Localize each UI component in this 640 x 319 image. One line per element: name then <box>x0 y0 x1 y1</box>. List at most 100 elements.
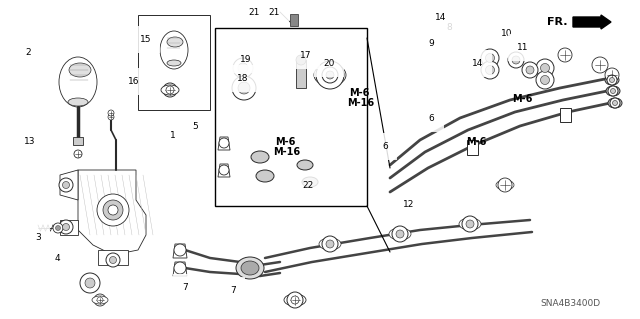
Circle shape <box>85 278 95 288</box>
Ellipse shape <box>284 294 306 306</box>
Text: 2: 2 <box>26 48 31 57</box>
Circle shape <box>592 57 608 73</box>
Polygon shape <box>173 244 187 258</box>
Text: SNA4B3400D: SNA4B3400D <box>540 299 600 308</box>
Text: M-6: M-6 <box>275 137 296 147</box>
Text: 11: 11 <box>517 43 529 52</box>
Ellipse shape <box>160 31 188 69</box>
Circle shape <box>536 59 554 77</box>
Circle shape <box>219 165 229 175</box>
Text: 21: 21 <box>269 8 280 17</box>
Ellipse shape <box>256 170 274 182</box>
Ellipse shape <box>314 64 346 86</box>
Circle shape <box>486 65 495 75</box>
Ellipse shape <box>92 296 108 304</box>
Text: 3: 3 <box>35 233 41 242</box>
Polygon shape <box>173 262 187 276</box>
Circle shape <box>238 63 248 73</box>
Circle shape <box>59 178 73 192</box>
Text: M-16: M-16 <box>273 147 300 157</box>
Circle shape <box>174 244 186 256</box>
Circle shape <box>392 226 408 242</box>
Circle shape <box>466 220 474 228</box>
Circle shape <box>486 54 495 63</box>
Polygon shape <box>78 170 146 255</box>
Text: 15: 15 <box>140 35 151 44</box>
Text: 13: 13 <box>24 137 36 146</box>
Ellipse shape <box>297 160 313 170</box>
Text: 6: 6 <box>383 142 388 151</box>
Text: 7: 7 <box>230 286 236 295</box>
Circle shape <box>94 294 106 306</box>
Text: 18: 18 <box>237 74 248 83</box>
Text: 17: 17 <box>300 51 311 60</box>
Text: 8: 8 <box>446 23 452 32</box>
Text: 22: 22 <box>303 181 314 189</box>
Text: M-6: M-6 <box>466 137 486 147</box>
Ellipse shape <box>161 85 179 95</box>
Circle shape <box>97 194 129 226</box>
Text: 1: 1 <box>170 131 175 140</box>
Text: 16: 16 <box>128 77 140 86</box>
Circle shape <box>80 273 100 293</box>
Circle shape <box>56 226 61 231</box>
Text: 9: 9 <box>429 39 435 48</box>
Polygon shape <box>467 140 478 155</box>
Circle shape <box>174 262 186 274</box>
Circle shape <box>323 68 337 82</box>
Polygon shape <box>290 14 298 26</box>
Text: 21: 21 <box>248 8 260 17</box>
Circle shape <box>611 88 616 93</box>
Circle shape <box>498 178 512 192</box>
Circle shape <box>508 52 524 68</box>
Circle shape <box>481 49 499 67</box>
Circle shape <box>609 78 614 83</box>
Ellipse shape <box>496 180 514 190</box>
Circle shape <box>607 75 617 85</box>
Circle shape <box>326 71 334 79</box>
Text: 12: 12 <box>403 200 415 209</box>
Ellipse shape <box>606 86 620 96</box>
Circle shape <box>608 86 618 96</box>
Circle shape <box>558 48 572 62</box>
Ellipse shape <box>236 257 264 279</box>
Circle shape <box>316 61 344 89</box>
Circle shape <box>541 63 550 72</box>
Circle shape <box>396 230 404 238</box>
Text: 7: 7 <box>182 283 188 292</box>
Circle shape <box>166 86 174 94</box>
Ellipse shape <box>608 98 622 108</box>
Circle shape <box>233 58 253 78</box>
Bar <box>138 15 210 110</box>
Circle shape <box>287 292 303 308</box>
Text: 19: 19 <box>240 56 252 64</box>
Text: M-16: M-16 <box>347 98 374 108</box>
Ellipse shape <box>251 151 269 163</box>
Ellipse shape <box>167 37 183 47</box>
Polygon shape <box>60 170 78 200</box>
Text: 10: 10 <box>500 29 512 38</box>
Circle shape <box>322 236 338 252</box>
Circle shape <box>63 182 70 189</box>
Ellipse shape <box>319 238 341 250</box>
Circle shape <box>74 150 82 158</box>
Text: 14: 14 <box>472 59 483 68</box>
Circle shape <box>526 66 534 74</box>
Circle shape <box>605 68 619 82</box>
Circle shape <box>163 83 177 97</box>
Ellipse shape <box>59 57 97 107</box>
Circle shape <box>541 76 550 85</box>
Circle shape <box>108 114 114 120</box>
Circle shape <box>481 61 499 79</box>
Circle shape <box>53 223 63 233</box>
Circle shape <box>612 100 618 106</box>
Ellipse shape <box>241 261 259 275</box>
Text: M-6: M-6 <box>349 87 369 98</box>
Circle shape <box>97 297 103 303</box>
Ellipse shape <box>302 177 318 187</box>
Circle shape <box>326 240 334 248</box>
Bar <box>215 28 367 206</box>
Circle shape <box>63 224 70 231</box>
Ellipse shape <box>459 218 481 230</box>
Circle shape <box>522 62 538 78</box>
